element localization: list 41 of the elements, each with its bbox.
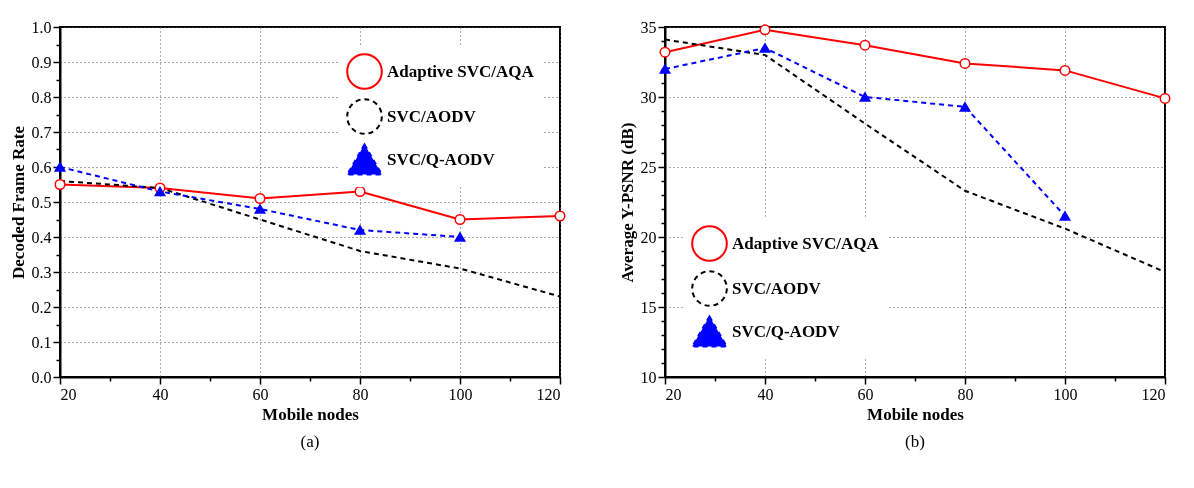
x-tick-label: 80 [957,385,974,403]
x-tick-label: 20 [60,385,77,403]
y-tick-label: 25 [640,158,657,176]
x-tick-label: 100 [448,385,473,403]
y-tick-label: 0.6 [31,158,52,176]
legend-label: SVC/AODV [732,278,822,298]
x-axis-title: Mobile nodes [867,404,965,424]
x-tick-label: 80 [352,385,369,403]
y-tick-label: 10 [640,368,657,386]
y-tick-label: 0.5 [31,193,52,211]
y-tick-label: 0.1 [31,333,52,351]
y-axis-title: Average Y-PSNR (dB) [617,122,637,283]
legend-label: Adaptive SVC/AQA [387,61,535,81]
y-tick-label: 0.9 [31,53,52,71]
text: (a) [300,432,320,451]
text: (b) [905,432,925,451]
y-tick-label: 0.4 [31,228,52,246]
x-tick-label: 40 [757,385,774,403]
x-tick-label: 60 [252,385,269,403]
x-tick-label: 20 [665,385,682,403]
x-tick-label: 120 [1141,385,1166,403]
y-tick-label: 0.3 [31,263,52,281]
y-tick-label: 1.0 [31,18,52,36]
y-tick-label: 20 [640,228,657,246]
y-tick-label: 30 [640,88,657,106]
x-tick-label: 120 [536,385,561,403]
legend-label: SVC/AODV [387,106,477,126]
legend-label: SVC/Q-AODV [732,321,841,341]
y-tick-label: 0.2 [31,298,52,316]
legend-label: Adaptive SVC/AQA [732,233,880,253]
y-tick-label: 15 [640,298,657,316]
x-axis-title: Mobile nodes [262,404,360,424]
y-tick-label: 0.0 [31,368,52,386]
x-tick-label: 40 [152,385,169,403]
x-tick-label: 60 [857,385,874,403]
legend-label: SVC/Q-AODV [387,149,496,169]
y-tick-label: 0.7 [31,123,52,141]
y-tick-label: 0.8 [31,88,52,106]
y-axis-title: Decoded Frame Rate [8,125,28,279]
x-tick-label: 100 [1053,385,1078,403]
y-tick-label: 35 [640,18,657,36]
